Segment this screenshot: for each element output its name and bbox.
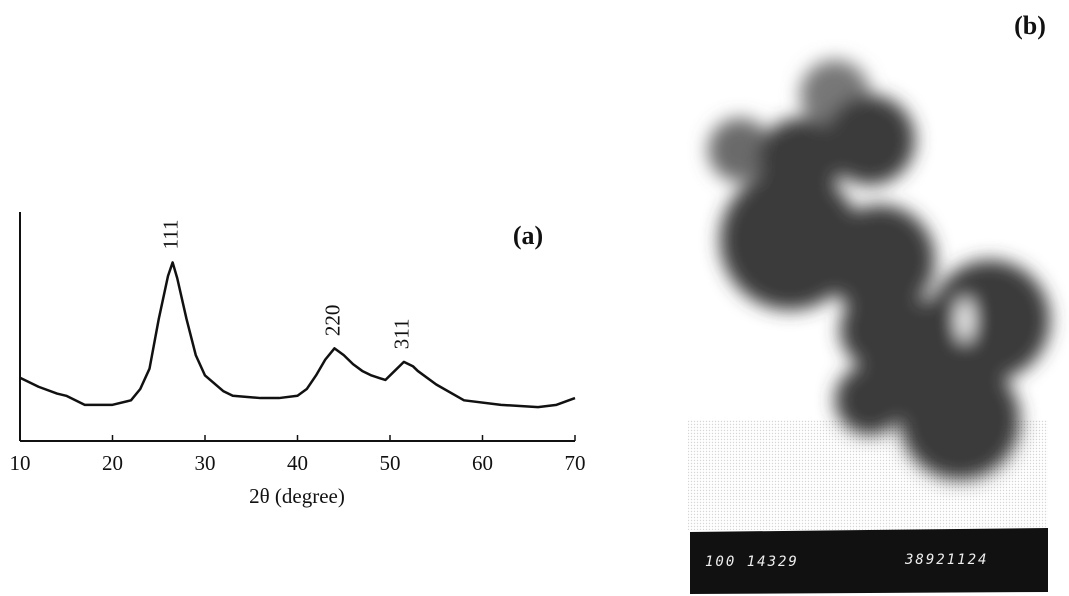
peak-label: 220 [320, 305, 344, 337]
x-tick-label: 20 [102, 451, 123, 475]
peak-label: 311 [390, 319, 414, 350]
panel-label: (b) [1014, 11, 1046, 40]
x-tick-label: 50 [380, 451, 401, 475]
x-tick-label: 30 [195, 451, 216, 475]
panel-label: (a) [513, 221, 543, 250]
x-axis-title: 2θ (degree) [249, 484, 345, 508]
peak-label: 111 [158, 219, 182, 249]
x-tick-label: 10 [10, 451, 31, 475]
xrd-line [19, 261, 576, 409]
scale-text: 100 14329 [705, 554, 799, 570]
scale-text: 38921124 [904, 552, 988, 568]
x-tick-label: 40 [287, 451, 308, 475]
tem-image: 100 14329 38921124 [688, 60, 1050, 594]
x-tick-label: 70 [565, 451, 586, 475]
particles [708, 60, 1050, 480]
scale-bar [690, 528, 1048, 594]
x-tick-label: 60 [472, 451, 493, 475]
